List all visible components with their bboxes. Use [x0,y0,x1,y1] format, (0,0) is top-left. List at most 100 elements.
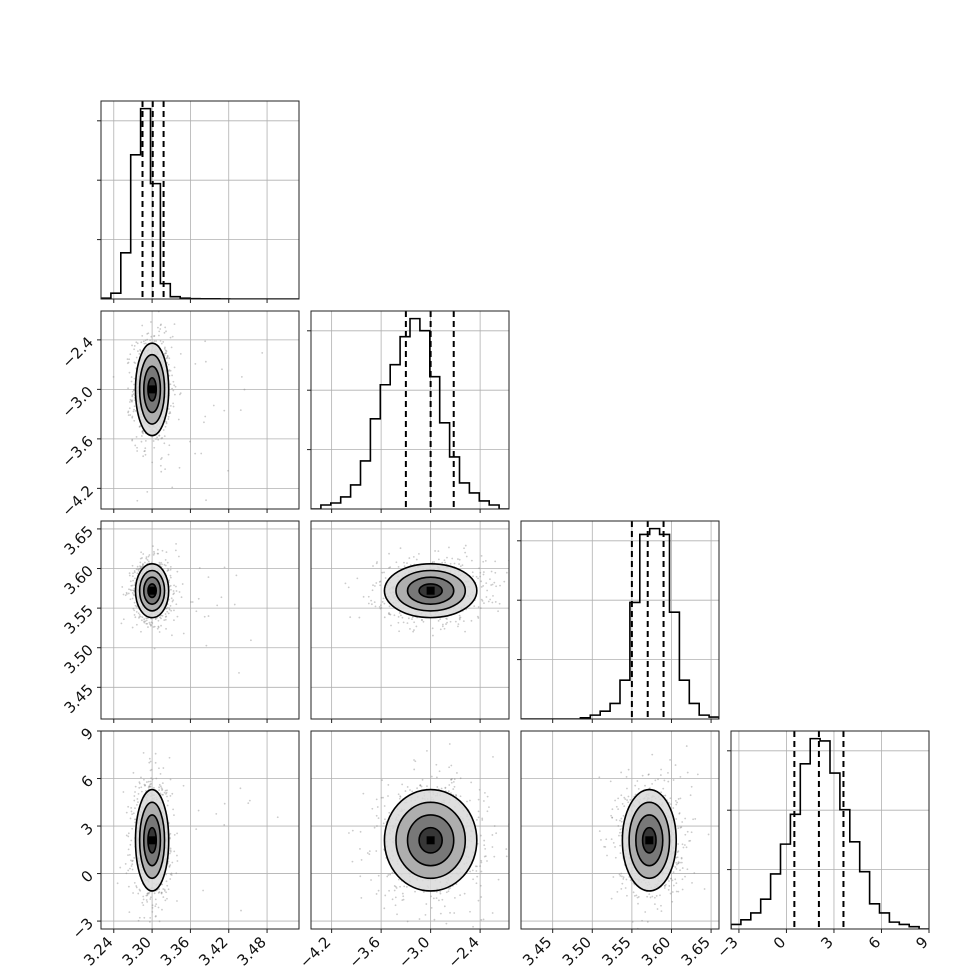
contour-line [138,569,166,612]
sample-point [169,584,172,587]
sample-point [389,873,392,876]
sample-point [177,418,180,421]
sample-point [131,863,134,866]
sample-point [135,610,138,613]
sample-point [141,431,144,433]
sample-point [173,384,176,387]
sample-point [159,324,162,327]
sample-point [140,435,143,437]
sample-point [149,898,152,900]
sample-point [476,865,478,868]
sample-point [160,437,163,440]
sample-point [482,584,485,587]
sample-point [122,593,125,596]
sample-point [122,618,125,621]
sample-point [672,807,675,809]
sample-point [223,802,226,805]
sample-point [480,554,483,557]
sample-point [139,565,141,568]
sample-point [495,832,498,835]
sample-point [146,892,149,895]
sample-point [159,563,162,566]
sample-point [370,879,372,881]
sample-point [393,614,396,617]
sample-point [439,912,442,915]
sample-point [138,888,141,891]
sample-point [458,614,461,617]
sample-point [168,756,171,759]
sample-point [130,589,133,592]
sample-point [172,599,175,602]
sample-point [141,616,144,619]
sample-point [439,892,442,895]
sample-point [132,771,135,774]
sample-point [604,909,606,911]
sample-point [157,326,159,329]
sample-point [388,552,390,555]
sample-point [383,616,386,619]
y-tick-label: 3.65 [61,522,97,558]
sample-point [166,804,169,807]
sample-point [758,743,760,745]
sample-point [165,350,168,353]
sample-point [430,775,433,778]
sample-point [444,786,447,789]
sample-point [150,623,152,626]
sample-point [372,584,374,587]
sample-point [494,560,497,563]
sample-point [190,601,192,603]
sample-point [179,393,181,396]
sample-point [139,615,142,618]
y-tick-label: 3 [78,819,97,838]
sample-point [493,581,496,584]
contour-line [418,826,443,854]
panel-frame [310,730,510,930]
sample-point [169,850,172,853]
contour-line [418,583,443,599]
sample-point [133,799,136,802]
sample-point [463,892,466,895]
sample-point [243,388,246,391]
sample-point [207,615,210,617]
sample-point [402,895,405,898]
sample-point [233,603,236,606]
sample-point [451,778,453,780]
sample-point [132,589,135,592]
sample-point [462,620,465,623]
sample-point [175,590,178,592]
sample-point [479,884,482,887]
sample-point [171,600,174,603]
sample-point [621,802,624,805]
sample-point [162,793,164,796]
sample-point [651,783,654,785]
sample-point [696,773,699,776]
sample-point [384,577,387,579]
sample-point [134,821,137,824]
sample-point [130,376,133,378]
sample-point [368,850,371,852]
sample-point [133,795,136,797]
sample-point [165,891,168,894]
sample-point [223,566,226,569]
sample-point [414,760,417,763]
scatter-panel-3-2: 3.45 3.50 3.55 3.60 3.65 [519,730,760,969]
sample-point [494,571,497,574]
sample-point [169,847,172,850]
sample-point [419,784,422,787]
sample-point [169,369,172,372]
sample-point [450,778,453,781]
sample-point [144,453,147,456]
sample-point [158,789,160,792]
sample-point [149,780,152,783]
sample-point [138,613,141,616]
sample-point [135,623,138,626]
sample-point [381,779,383,782]
sample-point [200,452,203,455]
sample-point [482,573,485,576]
sample-point [207,576,210,578]
sample-point [459,777,462,780]
sample-point [239,409,242,412]
sample-point [166,354,169,357]
sample-point [627,570,629,572]
sample-point [447,890,450,893]
